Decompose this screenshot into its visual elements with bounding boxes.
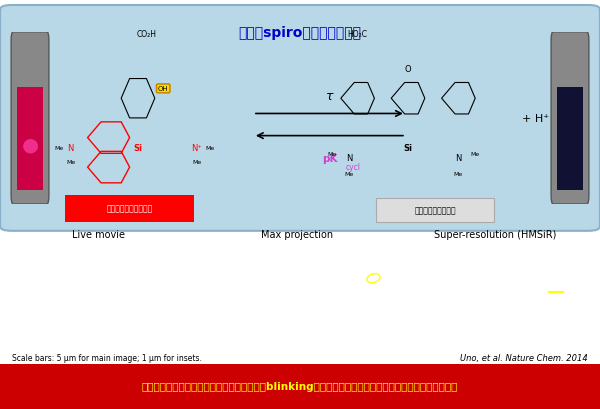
Text: + H⁺: + H⁺: [521, 114, 549, 124]
Text: Si: Si: [404, 144, 413, 153]
Text: Me: Me: [454, 171, 463, 176]
Text: Super-resolution (HMSiR): Super-resolution (HMSiR): [434, 229, 556, 239]
Text: N: N: [68, 144, 74, 153]
Text: Scale bars: 5 μm for main image; 1 μm for insets.: Scale bars: 5 μm for main image; 1 μm fo…: [12, 353, 202, 362]
Text: Me: Me: [192, 160, 202, 164]
Text: Me: Me: [344, 171, 354, 176]
FancyBboxPatch shape: [0, 6, 600, 231]
Text: cycl: cycl: [346, 163, 361, 172]
Text: pK: pK: [322, 153, 337, 163]
Text: Uno, et al. Nature Chem. 2014: Uno, et al. Nature Chem. 2014: [460, 353, 588, 362]
Text: Si: Si: [133, 144, 143, 153]
Text: N⁺: N⁺: [191, 144, 202, 153]
Text: Me: Me: [328, 151, 337, 156]
Text: 特殊な試料調製、観測条件を必要とせずに、blinkingを繰り返す世界初の蛍光プローブの開発に成功した: 特殊な試料調製、観測条件を必要とせずに、blinkingを繰り返す世界初の蛍光プ…: [142, 382, 458, 391]
Text: τ: τ: [326, 90, 333, 103]
Bar: [17, 88, 43, 191]
Text: Me: Me: [206, 146, 215, 151]
Text: Me: Me: [66, 160, 76, 164]
Bar: [417, 252, 570, 346]
FancyBboxPatch shape: [11, 33, 49, 204]
Text: CO₂H: CO₂H: [136, 30, 157, 39]
Text: OH: OH: [158, 86, 169, 92]
Text: ●: ●: [22, 135, 38, 154]
Bar: [489, 246, 568, 294]
Text: Live movie: Live movie: [73, 229, 125, 239]
Text: Max projection: Max projection: [261, 229, 333, 239]
Text: O: O: [404, 65, 412, 74]
Text: 開環状態（強蛍光性）: 開環状態（強蛍光性）: [106, 204, 152, 213]
Text: 閉環状態（無蛍光）: 閉環状態（無蛍光）: [415, 206, 456, 215]
FancyBboxPatch shape: [551, 33, 589, 204]
Text: HO₂C: HO₂C: [347, 30, 368, 39]
Text: N: N: [455, 153, 461, 162]
Text: Me: Me: [470, 151, 480, 156]
Text: Me: Me: [55, 146, 64, 151]
Bar: [557, 88, 583, 191]
Bar: [376, 198, 494, 222]
Bar: [309, 245, 385, 291]
Bar: [65, 196, 194, 222]
Text: N: N: [346, 153, 352, 162]
Text: 分子内spiro環化の精密制御: 分子内spiro環化の精密制御: [239, 26, 361, 40]
